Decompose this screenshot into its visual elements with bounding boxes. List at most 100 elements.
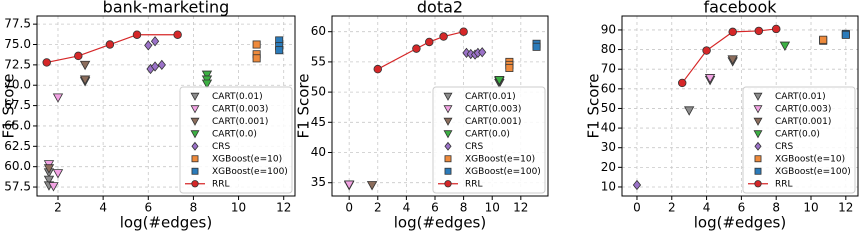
subplot: 0 2 4 6 8 10 12 10 20 30 40 50 60 70 80 90 facebook log(#… (585, 0, 859, 232)
legend-marker (190, 130, 200, 139)
legend-marker (443, 92, 453, 101)
legend-label: CART(0.003) (775, 104, 831, 114)
data-point (42, 58, 51, 67)
legend-label: CRS (465, 142, 484, 152)
data-point (48, 182, 59, 192)
data-point (425, 37, 434, 47)
y-tick-label: 80 (601, 42, 616, 56)
legend-marker (190, 92, 200, 101)
plot-frame (331, 15, 549, 197)
y-tick-label: 75.0 (4, 37, 31, 51)
x-tick-label: 10 (485, 201, 500, 215)
data-point (459, 27, 468, 36)
data-point (132, 30, 142, 39)
x-tick-label: 10 (231, 201, 246, 215)
y-tick-label: 70.0 (4, 78, 31, 92)
y-axis-label: F1 Score (295, 74, 313, 139)
y-tick-label: 57.5 (4, 180, 31, 194)
data-point (728, 27, 737, 37)
data-point (478, 47, 487, 58)
page: 2 4 6 8 10 12 57.5 60.0 62.5 65.0 67.5 70.0 72.5 75.0… (0, 0, 859, 232)
legend-marker (443, 105, 453, 114)
data-point (677, 78, 687, 88)
subplot: 0 2 4 6 8 10 12 35 40 45 50 55 60 dota2 log(#edges) F1 … (295, 0, 549, 232)
legend-marker (754, 180, 762, 188)
x-tick-label: 8 (460, 201, 468, 215)
legend-marker (191, 167, 199, 175)
y-axis-label: F1 Score (0, 74, 18, 139)
legend-label: XGBoost(e=10) (212, 154, 282, 164)
legend-label: CART(0.001) (465, 117, 521, 127)
data-point (79, 60, 91, 71)
legend-marker (190, 117, 200, 126)
chart-title: bank-marketing (103, 0, 230, 17)
data-point (702, 46, 711, 55)
data-point (201, 70, 213, 80)
data-point (727, 55, 738, 65)
data-point (366, 181, 378, 191)
data-point (819, 35, 828, 44)
x-tick-label: 12 (513, 201, 528, 215)
data-point (43, 164, 55, 174)
legend-marker (753, 105, 763, 114)
legend-label: CART(0.001) (775, 117, 831, 127)
y-axis-label: F1 Score (585, 74, 603, 139)
y-tick-label: 50 (311, 85, 326, 99)
data-point (252, 54, 261, 63)
y-tick-label: 65.0 (4, 118, 31, 132)
legend-box (742, 86, 856, 194)
x-tick-label: 0 (633, 201, 641, 215)
legend-marker (753, 92, 763, 101)
y-tick-label: 72.5 (4, 57, 31, 71)
y-tick-label: 30 (601, 140, 616, 154)
legend-marker (191, 141, 199, 151)
data-point (157, 59, 166, 71)
legend-marker (190, 105, 200, 114)
legend-label: CART(0.0) (465, 129, 510, 139)
legend-label: RRL (212, 179, 230, 189)
x-axis-label: log(#edges) (694, 214, 786, 232)
legend-label: CRS (212, 142, 231, 152)
figure: 2 4 6 8 10 12 57.5 60.0 62.5 65.0 67.5 70.0 72.5 75.0… (0, 0, 859, 232)
legend-label: RRL (775, 179, 793, 189)
subplot: 2 4 6 8 10 12 57.5 60.0 62.5 65.0 67.5 70.0 72.5 75.0… (0, 0, 296, 232)
y-tick-label: 77.5 (4, 17, 31, 31)
legend-marker (191, 180, 199, 188)
x-tick-label: 12 (276, 201, 291, 215)
y-tick-label: 20 (601, 160, 616, 174)
chart-title: facebook (703, 0, 777, 17)
legend-label: CART(0.0) (775, 129, 820, 139)
y-tick-label: 70 (601, 62, 616, 76)
chart-title: dota2 (417, 0, 463, 17)
legend-marker (444, 167, 452, 175)
data-point (632, 179, 642, 191)
data-point (343, 180, 355, 190)
data-point (532, 42, 541, 51)
legend-box (179, 86, 293, 194)
legend-marker (444, 155, 452, 163)
legend-label: CART(0.003) (465, 104, 521, 114)
y-tick-label: 60 (601, 81, 616, 95)
x-tick-label: 0 (345, 201, 353, 215)
x-tick-label: 2 (374, 201, 382, 215)
x-axis-label: log(#edges) (120, 214, 212, 232)
x-tick-label: 6 (431, 201, 439, 215)
legend-marker (444, 180, 452, 188)
legend-box (432, 86, 546, 194)
data-point (275, 46, 284, 55)
x-tick-label: 4 (99, 201, 107, 215)
legend-label: CART(0.01) (465, 92, 516, 102)
legend-label: CRS (775, 142, 794, 152)
data-point (684, 106, 695, 116)
data-point (494, 76, 505, 86)
plot-frame (621, 15, 859, 197)
y-tick-label: 90 (601, 22, 616, 36)
legend-label: XGBoost(e=10) (465, 154, 535, 164)
data-point (150, 36, 160, 47)
data-point (43, 175, 55, 186)
x-tick-label: 2 (668, 201, 676, 215)
data-point (74, 51, 83, 61)
data-point (52, 93, 64, 103)
data-point (841, 30, 850, 39)
series-line (377, 31, 464, 70)
